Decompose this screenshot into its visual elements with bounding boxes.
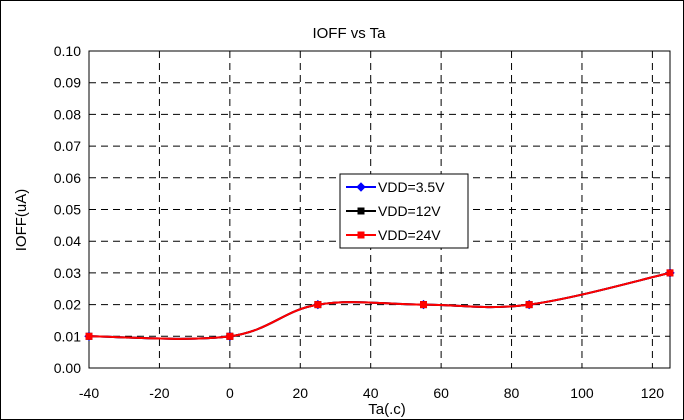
legend-swatch-marker	[356, 182, 366, 192]
series-group	[84, 268, 675, 342]
data-point	[420, 301, 428, 309]
x-tick-label: 60	[433, 385, 449, 401]
x-tick-label: -20	[149, 385, 169, 401]
grid-lines	[89, 51, 670, 368]
legend-swatch-marker	[357, 207, 365, 215]
y-tick-label: 0.03	[54, 265, 81, 281]
y-tick-label: 0.05	[54, 202, 81, 218]
x-tick-label: -40	[79, 385, 99, 401]
x-tick-label: 20	[292, 385, 308, 401]
legend-item: VDD=24V	[346, 227, 441, 243]
chart-title: IOFF vs Ta	[312, 25, 386, 42]
y-tick-label: 0.01	[54, 328, 81, 344]
data-point	[226, 332, 234, 340]
legend-label: VDD=12V	[378, 203, 441, 219]
x-tick-label: 40	[363, 385, 379, 401]
plot-area	[88, 50, 671, 369]
y-axis-label: IOFF(uA)	[13, 189, 30, 252]
x-tick-label: 100	[570, 385, 594, 401]
y-tick-label: 0.08	[54, 106, 81, 122]
data-point	[85, 332, 93, 340]
data-point	[525, 301, 533, 309]
y-tick-label: 0.04	[54, 233, 81, 249]
legend-item: VDD=12V	[346, 203, 441, 219]
x-tick-label: 80	[504, 385, 520, 401]
data-point	[666, 269, 674, 277]
legend-item: VDD=3.5V	[346, 179, 445, 195]
series-line	[88, 271, 671, 340]
x-tick-label: 0	[226, 385, 234, 401]
y-tick-label: 0.02	[54, 297, 81, 313]
legend-label: VDD=24V	[378, 227, 441, 243]
y-axis-ticks: 0.00 0.01 0.02 0.03 0.04 0.05 0.06 0.07 0.08 0.09…	[54, 43, 81, 376]
y-tick-label: 0.00	[54, 360, 81, 376]
y-tick-label: 0.07	[54, 138, 81, 154]
x-tick-label: 120	[641, 385, 665, 401]
data-point	[314, 301, 322, 309]
y-tick-label: 0.06	[54, 170, 81, 186]
y-tick-label: 0.10	[54, 43, 81, 59]
legend: VDD=3.5V VDD=12V VDD=24V	[339, 173, 469, 249]
x-axis-label: Ta(.c)	[368, 401, 406, 418]
series-vdd-24v	[85, 269, 674, 340]
legend-swatch-marker	[357, 231, 365, 239]
x-axis-ticks: -40 -20 0 20 40 60 80 100 120	[79, 385, 664, 401]
legend-label: VDD=3.5V	[378, 179, 445, 195]
y-tick-label: 0.09	[54, 75, 81, 91]
